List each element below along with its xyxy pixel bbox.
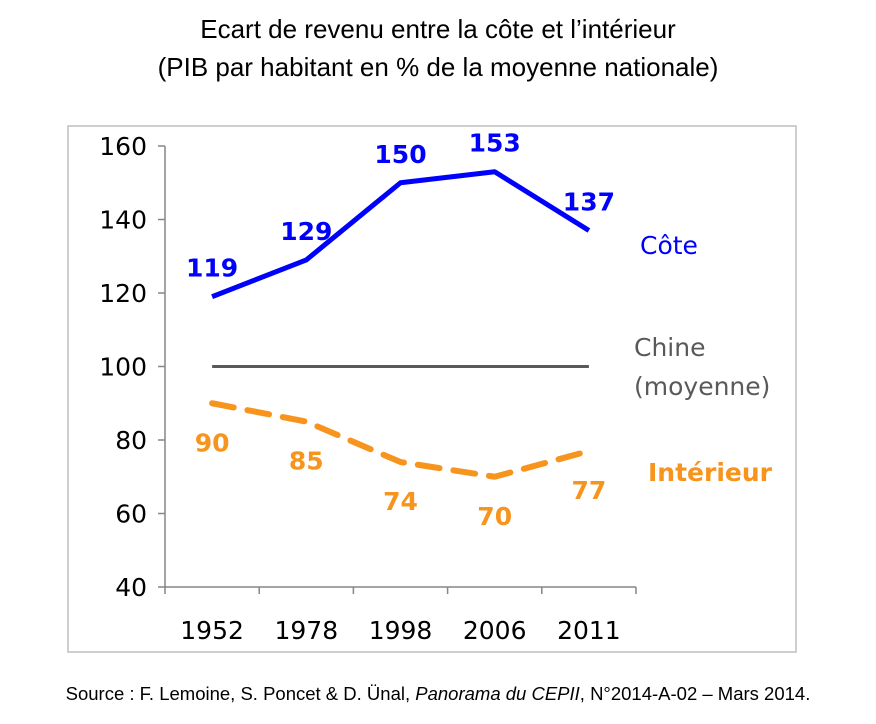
y-tick-label: 140 bbox=[99, 206, 147, 235]
data-label: 85 bbox=[289, 447, 324, 476]
chart-frame bbox=[67, 125, 797, 653]
series-label-cote: Côte bbox=[640, 231, 698, 260]
series-labels: Côte Chine (moyenne) Intérieur bbox=[634, 231, 773, 487]
y-tick-label: 160 bbox=[99, 132, 147, 161]
data-label: 70 bbox=[477, 502, 512, 531]
line-chart: 40 60 80 100 120 140 160 1952 1978 1998 2006 2011 1… bbox=[67, 125, 797, 653]
source-note: Source : F. Lemoine, S. Poncet & D. Ünal… bbox=[0, 683, 876, 705]
y-tick-label: 100 bbox=[99, 353, 147, 382]
source-prefix: Source : F. Lemoine, S. Poncet & D. Ünal… bbox=[65, 683, 416, 704]
series-line-cote bbox=[211, 169, 591, 300]
chart-title: Ecart de revenu entre la côte et l’intér… bbox=[200, 14, 676, 44]
data-label: 150 bbox=[374, 140, 426, 169]
data-label: 129 bbox=[280, 217, 332, 246]
series-label-chine-line2: (moyenne) bbox=[634, 372, 770, 401]
x-tick-label: 2006 bbox=[463, 616, 527, 645]
x-tick-label: 2011 bbox=[557, 616, 621, 645]
series-line-interieur bbox=[209, 400, 592, 480]
y-tick-label: 60 bbox=[115, 500, 147, 529]
data-label: 90 bbox=[195, 428, 230, 457]
series-lines bbox=[209, 169, 592, 480]
y-tick-label: 80 bbox=[115, 426, 147, 455]
source-publication: Panorama du CEPII bbox=[415, 683, 580, 704]
y-tick-label: 40 bbox=[115, 573, 147, 602]
data-label: 74 bbox=[383, 487, 418, 516]
data-label: 153 bbox=[469, 129, 521, 158]
x-tick-label: 1952 bbox=[180, 616, 244, 645]
data-labels: 119 129 150 153 137 90 85 74 70 77 bbox=[186, 129, 615, 531]
x-tick-label: 1978 bbox=[274, 616, 338, 645]
data-label: 77 bbox=[572, 476, 607, 505]
series-label-interieur: Intérieur bbox=[648, 458, 773, 487]
x-tick-label: 1998 bbox=[369, 616, 433, 645]
axes: 40 60 80 100 120 140 160 1952 1978 1998 2006 2011 bbox=[99, 132, 637, 645]
source-suffix: , N°2014-A-02 – Mars 2014. bbox=[579, 683, 811, 704]
data-label: 137 bbox=[563, 188, 615, 217]
y-tick-label: 120 bbox=[99, 279, 147, 308]
data-label: 119 bbox=[186, 254, 238, 283]
chart-subtitle: (PIB par habitant en % de la moyenne nat… bbox=[157, 52, 719, 82]
series-label-chine-line1: Chine bbox=[634, 333, 705, 362]
